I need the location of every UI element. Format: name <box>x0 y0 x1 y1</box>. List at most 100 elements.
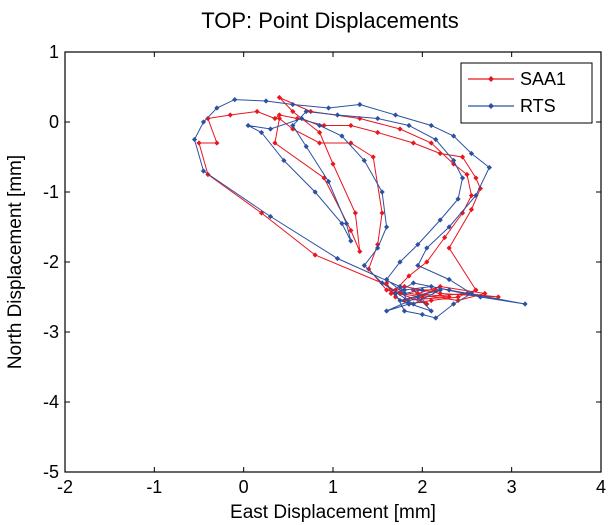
data-point-saa1 <box>317 129 323 136</box>
data-point-rts <box>392 112 399 118</box>
data-point-saa1 <box>312 252 318 258</box>
data-point-saa1 <box>290 126 296 132</box>
data-point-rts <box>258 129 265 136</box>
data-point-rts <box>397 297 403 304</box>
data-point-rts <box>303 143 309 150</box>
data-point-saa1 <box>477 185 483 192</box>
data-point-rts <box>477 294 483 300</box>
data-point-saa1 <box>482 290 488 297</box>
data-point-saa1 <box>254 108 260 115</box>
x-tick-label: 3 <box>507 477 517 497</box>
data-point-rts <box>200 168 207 174</box>
data-point-saa1 <box>455 294 461 300</box>
data-point-rts <box>392 290 399 297</box>
data-point-saa1 <box>276 94 282 101</box>
data-point-rts <box>401 287 408 293</box>
legend-label-rts: RTS <box>520 96 556 116</box>
data-point-rts <box>486 164 492 171</box>
data-point-saa1 <box>388 290 394 297</box>
x-tick-label: -1 <box>146 477 162 497</box>
data-point-saa1 <box>214 140 220 146</box>
data-point-saa1 <box>437 150 443 157</box>
y-tick-label: -3 <box>43 322 59 342</box>
data-point-rts <box>263 98 269 104</box>
x-tick-label: 2 <box>417 477 427 497</box>
y-tick-label: 0 <box>49 112 59 132</box>
data-point-rts <box>317 122 323 129</box>
data-point-rts <box>339 133 345 139</box>
data-point-rts <box>428 122 434 129</box>
data-point-rts <box>357 101 363 108</box>
legend-label-saa1: SAA1 <box>520 69 566 89</box>
data-point-rts <box>312 189 318 195</box>
data-point-rts <box>375 115 381 122</box>
data-point-rts <box>419 287 425 293</box>
data-point-rts <box>415 241 421 248</box>
data-point-rts <box>433 315 439 321</box>
y-tick-label: 1 <box>49 42 59 62</box>
data-point-saa1 <box>375 129 381 136</box>
data-point-saa1 <box>473 175 479 181</box>
x-tick-label: 4 <box>596 477 606 497</box>
data-point-saa1 <box>459 210 466 216</box>
data-point-saa1 <box>451 161 457 167</box>
data-point-rts <box>339 220 345 227</box>
data-point-rts <box>343 220 349 227</box>
legend-box <box>460 62 593 124</box>
chart-title: TOP: Point Displacements <box>201 8 459 33</box>
x-tick-label: 1 <box>328 477 338 497</box>
data-point-rts <box>214 105 220 111</box>
data-point-rts <box>401 290 408 297</box>
data-point-saa1 <box>205 115 211 122</box>
data-point-rts <box>428 308 434 314</box>
data-point-saa1 <box>384 287 390 293</box>
data-point-rts <box>299 115 305 122</box>
data-point-rts <box>437 287 443 293</box>
y-axis-label: North Displacement [mm] <box>5 155 26 369</box>
series-rts <box>191 97 528 321</box>
data-point-rts <box>348 238 354 244</box>
data-point-saa1 <box>468 206 475 213</box>
data-point-rts <box>415 262 421 269</box>
data-point-saa1 <box>446 245 452 251</box>
data-point-rts <box>303 108 309 115</box>
data-point-rts <box>200 119 207 125</box>
data-point-saa1 <box>384 280 390 286</box>
data-point-rts <box>325 178 332 185</box>
data-point-rts <box>191 136 198 143</box>
data-point-rts <box>473 192 479 199</box>
data-point-rts <box>459 175 466 181</box>
data-point-saa1 <box>495 294 501 300</box>
data-point-rts <box>446 224 452 230</box>
data-point-saa1 <box>424 259 430 265</box>
data-point-rts <box>379 280 385 286</box>
legend-marker-rts <box>488 103 494 109</box>
data-point-saa1 <box>317 140 323 146</box>
data-point-saa1 <box>357 248 363 255</box>
data-point-rts <box>384 224 390 230</box>
data-point-rts <box>410 301 416 307</box>
data-point-saa1 <box>321 122 327 129</box>
data-point-saa1 <box>272 140 278 146</box>
data-point-rts <box>334 255 341 262</box>
data-point-rts <box>375 245 381 251</box>
data-point-rts <box>410 280 416 286</box>
data-point-saa1 <box>442 234 448 241</box>
data-point-saa1 <box>348 122 354 129</box>
data-point-rts <box>401 308 408 314</box>
x-tick-label: -2 <box>57 477 73 497</box>
data-point-rts <box>406 122 412 129</box>
data-point-saa1 <box>415 290 421 297</box>
data-point-rts <box>384 308 390 314</box>
data-point-rts <box>446 287 452 293</box>
data-point-saa1 <box>410 140 416 146</box>
data-point-rts <box>451 133 457 139</box>
data-point-rts <box>406 301 412 307</box>
data-point-saa1 <box>290 108 296 115</box>
data-point-saa1 <box>446 294 452 300</box>
data-point-saa1 <box>227 112 233 118</box>
data-point-rts <box>424 245 430 251</box>
data-point-saa1 <box>428 297 434 304</box>
data-point-rts <box>522 301 528 307</box>
